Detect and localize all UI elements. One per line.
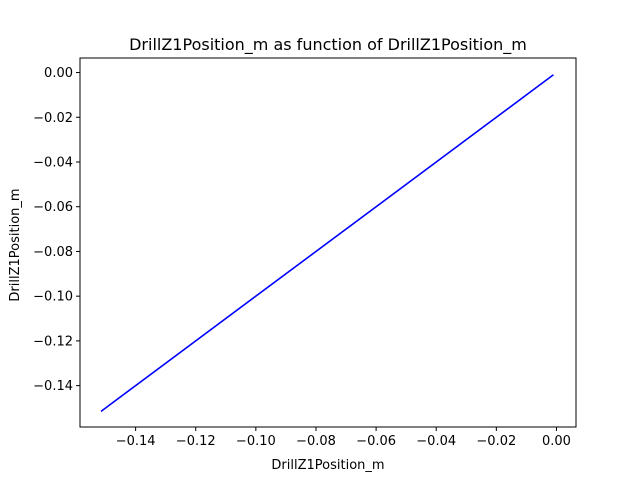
y-axis-ticks: 0.00 −0.02 −0.04 −0.06 −0.08 −0.10 −0.12 −0.14	[33, 66, 80, 394]
y-tick-label: −0.06	[33, 200, 73, 215]
y-tick-label: −0.10	[33, 290, 73, 305]
x-tick-label: −0.12	[176, 434, 216, 449]
x-tick-label: −0.04	[416, 434, 456, 449]
plot-area	[100, 74, 554, 412]
x-tick-label: 0.00	[542, 434, 571, 449]
x-tick-label: −0.08	[296, 434, 336, 449]
chart-title: DrillZ1Position_m as function of DrillZ1…	[129, 35, 527, 55]
y-tick-label: −0.08	[33, 245, 73, 260]
x-tick-label: −0.14	[116, 434, 156, 449]
y-tick-label: −0.14	[33, 379, 73, 394]
series-line	[100, 74, 554, 412]
x-axis-label: DrillZ1Position_m	[271, 458, 384, 473]
x-tick-label: −0.10	[236, 434, 276, 449]
x-tick-label: −0.06	[356, 434, 396, 449]
y-axis-label: DrillZ1Position_m	[8, 188, 23, 301]
y-tick-label: 0.00	[44, 66, 73, 81]
axes-frame	[79, 57, 577, 428]
y-tick-label: −0.04	[33, 155, 73, 170]
x-axis-ticks: −0.14 −0.12 −0.10 −0.08 −0.06 −0.04 −0.02 0.00	[116, 427, 571, 449]
y-tick-label: −0.12	[33, 334, 73, 349]
x-tick-label: −0.02	[476, 434, 516, 449]
y-tick-label: −0.02	[33, 111, 73, 126]
